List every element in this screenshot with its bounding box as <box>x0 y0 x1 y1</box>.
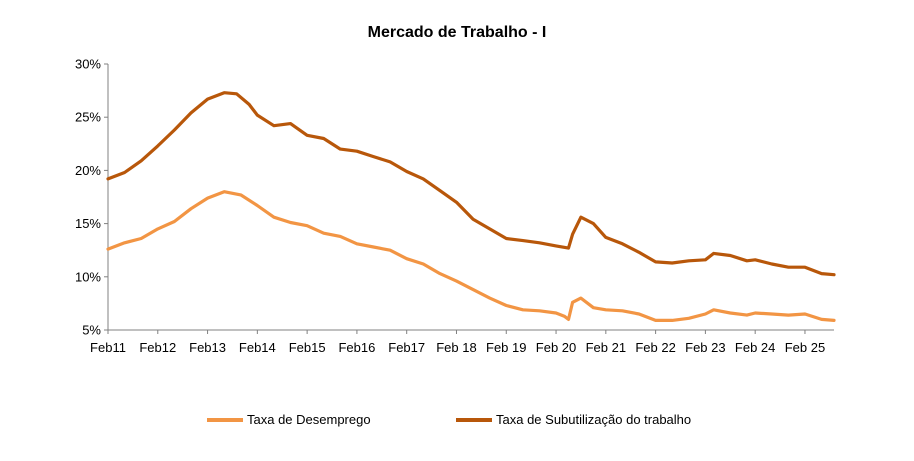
x-tick-label: Feb 19 <box>486 340 526 355</box>
x-tick-label: Feb 25 <box>785 340 825 355</box>
legend: Taxa de Desemprego Taxa de Subutilização… <box>207 412 691 427</box>
x-tick-label: Feb 23 <box>685 340 725 355</box>
x-tick-label: Feb12 <box>139 340 176 355</box>
x-tick-label: Feb 20 <box>536 340 576 355</box>
series-lines <box>106 91 836 322</box>
y-tick-label: 5% <box>82 323 101 338</box>
x-tick-label: Feb11 <box>90 340 126 355</box>
x-tick-label: Feb17 <box>388 340 425 355</box>
x-tick-label: Feb 21 <box>586 340 626 355</box>
y-axis-ticks: 5% 10% 15% 20% 25% 30% <box>75 57 108 338</box>
x-tick-label: Feb 24 <box>735 340 775 355</box>
series-line-subutilizacao <box>106 91 836 277</box>
axes <box>107 64 834 331</box>
legend-label-subutilizacao: Taxa de Subutilização do trabalho <box>496 412 691 427</box>
x-axis-ticks: Feb11 Feb12 Feb13 Feb14 Feb15 Feb16 Feb17 Feb 1… <box>90 330 825 355</box>
x-tick-label: Feb13 <box>189 340 226 355</box>
x-tick-label: Feb 18 <box>436 340 476 355</box>
x-tick-label: Feb16 <box>338 340 375 355</box>
y-tick-label: 20% <box>75 163 101 178</box>
y-tick-label: 15% <box>75 216 101 231</box>
legend-label-desemprego: Taxa de Desemprego <box>247 412 371 427</box>
x-tick-label: Feb 22 <box>635 340 675 355</box>
y-tick-label: 25% <box>75 110 101 125</box>
y-tick-label: 10% <box>75 269 101 284</box>
x-tick-label: Feb14 <box>239 340 276 355</box>
chart-title: Mercado de Trabalho - I <box>368 24 547 41</box>
x-tick-label: Feb15 <box>289 340 326 355</box>
y-tick-label: 30% <box>75 57 101 72</box>
series-line-desemprego <box>106 190 836 322</box>
